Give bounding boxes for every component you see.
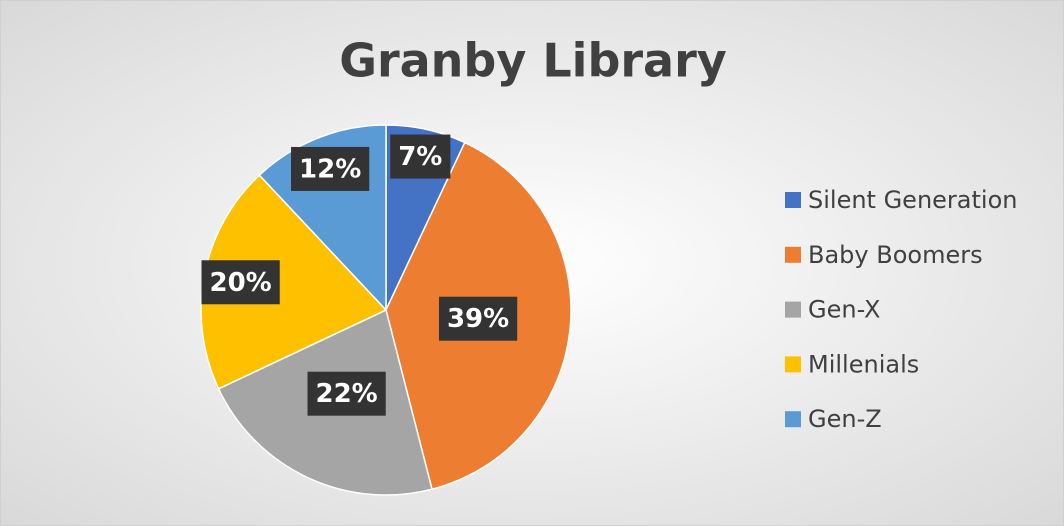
legend-label: Gen-Z [808,405,882,433]
legend-label: Millenials [808,350,919,378]
legend-swatch [785,192,801,208]
data-label: 20% [210,268,272,298]
data-labels: 7% 39% 22% 20% 12% [201,134,518,416]
data-label-box [291,146,370,191]
data-label: 12% [299,154,361,184]
legend-label: Silent Generation [808,186,1017,214]
data-label-box [390,134,451,179]
legend-label: Baby Boomers [808,241,983,269]
data-label: 39% [447,304,509,334]
data-label-box [201,260,280,305]
data-label-box [307,371,386,416]
data-label-box [438,296,518,341]
chart-title: Granby Library [339,34,727,88]
data-label: 7% [398,142,442,172]
legend-swatch [785,301,801,318]
data-label: 22% [315,379,377,409]
legend-label: Gen-X [808,296,880,324]
legend: Silent Generation Baby Boomers Gen-X Millen… [785,186,1017,433]
legend-swatch [785,356,801,373]
legend-swatch [785,411,801,428]
legend-swatch [785,246,801,263]
